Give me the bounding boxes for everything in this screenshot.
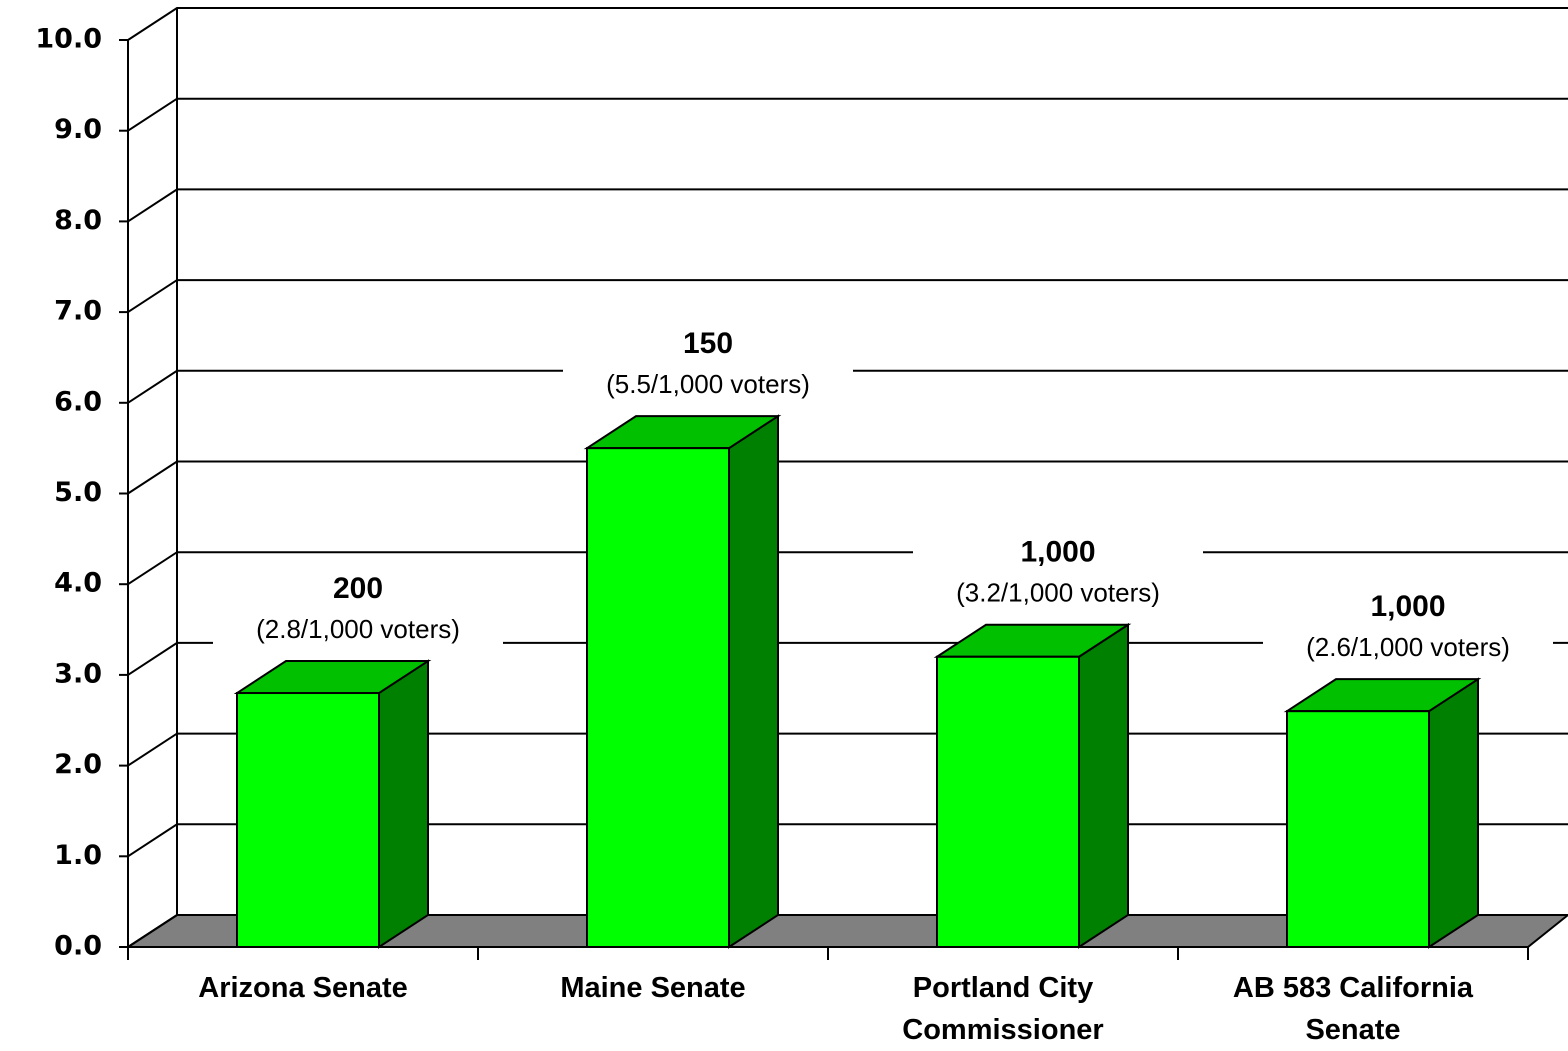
y-tick-label: 0.0 bbox=[54, 931, 102, 962]
y-tick-label: 10.0 bbox=[35, 24, 102, 55]
y-tick-label: 7.0 bbox=[54, 296, 102, 327]
bar-side bbox=[728, 414, 779, 949]
x-tick-label: Portland City Commissioner bbox=[902, 972, 1104, 1046]
y-tick-label: 3.0 bbox=[54, 658, 102, 689]
y-tick-label: 2.0 bbox=[54, 749, 102, 780]
grid-line bbox=[127, 369, 1568, 404]
y-tick-label: 9.0 bbox=[54, 114, 102, 145]
y-tick-label: 4.0 bbox=[54, 568, 102, 599]
label-background bbox=[213, 565, 503, 647]
annotation: 150 bbox=[683, 327, 733, 360]
annotation: 200 bbox=[333, 572, 383, 605]
grid-line bbox=[127, 7, 1568, 41]
bar bbox=[236, 692, 380, 948]
label-background bbox=[563, 320, 853, 402]
bar bbox=[586, 447, 730, 948]
y-tick-label: 8.0 bbox=[54, 205, 102, 236]
x-tick-label: Maine Senate bbox=[560, 972, 746, 1004]
bar-side bbox=[1428, 677, 1479, 949]
bar bbox=[1286, 710, 1430, 948]
y-tick-label: 5.0 bbox=[54, 477, 102, 508]
value-label: (2.6/1,000 voters) bbox=[1306, 632, 1510, 662]
bar-side bbox=[1078, 622, 1129, 949]
y-tick-label: 6.0 bbox=[54, 386, 102, 417]
grid-line bbox=[127, 460, 1568, 495]
annotation: 1,000 bbox=[1020, 536, 1095, 569]
value-label: (2.8/1,000 voters) bbox=[256, 614, 460, 644]
annotation: 1,000 bbox=[1370, 590, 1445, 623]
value-label: (5.5/1,000 voters) bbox=[606, 369, 810, 399]
x-tick-label: Arizona Senate bbox=[198, 972, 408, 1004]
value-label: (3.2/1,000 voters) bbox=[956, 578, 1160, 608]
bar bbox=[936, 655, 1080, 948]
grid-line bbox=[127, 279, 1568, 313]
y-tick-label: 1.0 bbox=[54, 840, 102, 871]
bar-side bbox=[378, 659, 429, 949]
label-background bbox=[1263, 583, 1553, 665]
x-tick-label: AB 583 California Senate bbox=[1232, 972, 1474, 1046]
label-background bbox=[913, 528, 1203, 610]
grid-line bbox=[127, 188, 1568, 223]
grid-line bbox=[127, 97, 1568, 132]
